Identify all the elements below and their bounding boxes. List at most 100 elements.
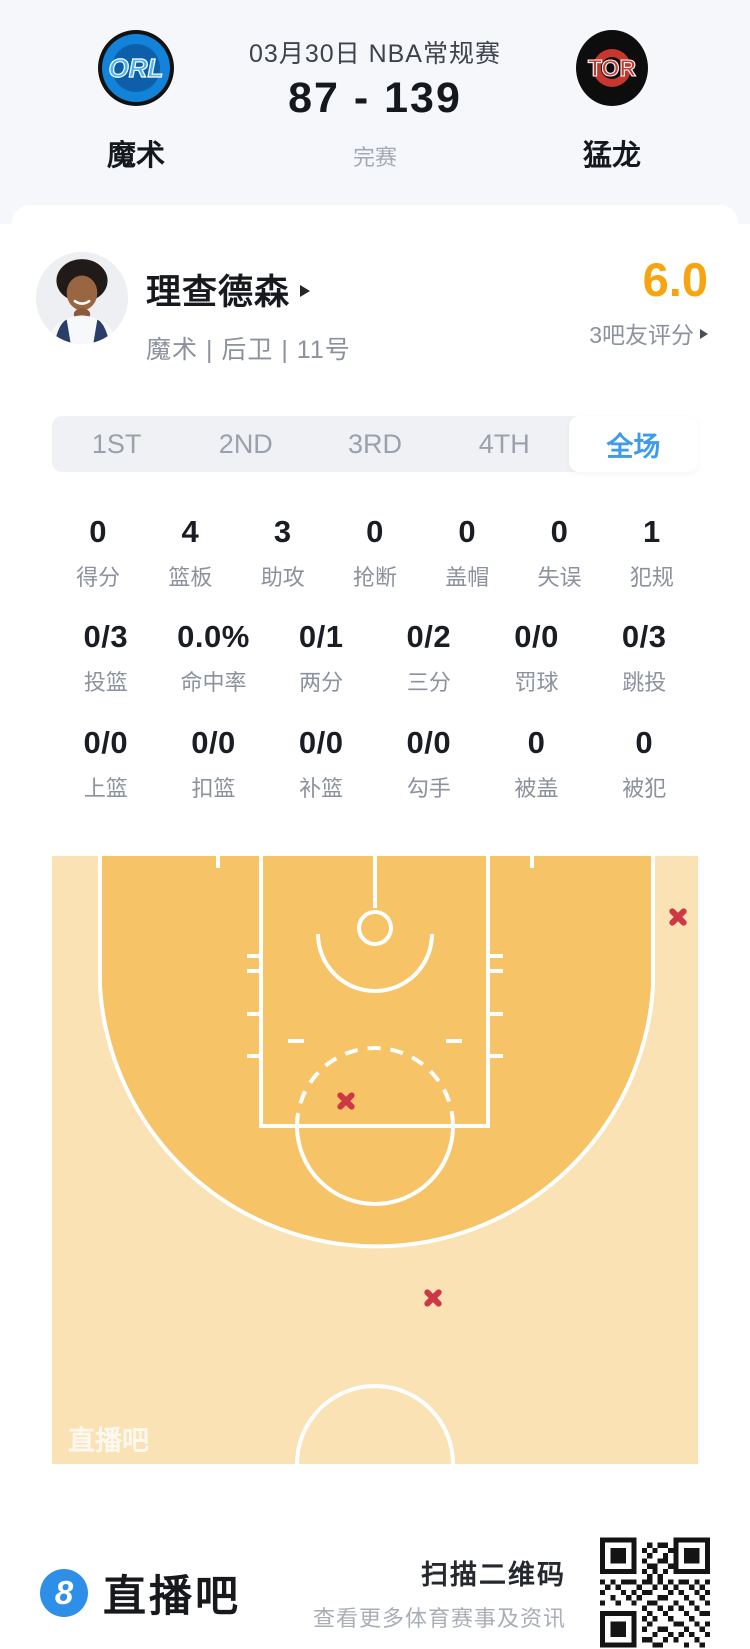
stat-value: 0 bbox=[89, 514, 108, 549]
tab-2nd[interactable]: 2ND bbox=[218, 428, 273, 459]
match-date-title: 03月30日 NBA常规赛 bbox=[249, 40, 501, 68]
away-team: TOR 猛龙 bbox=[527, 28, 697, 174]
stat-label: 补篮 bbox=[299, 776, 344, 801]
stat-value: 1 bbox=[642, 514, 661, 549]
stat-value: 0 bbox=[635, 725, 654, 760]
stat-label: 盖帽 bbox=[445, 565, 490, 590]
stat-label: 得分 bbox=[76, 565, 121, 590]
brand-logo: 8 直播吧 bbox=[40, 1562, 241, 1624]
stat-value: 0/0 bbox=[83, 725, 129, 760]
shot-chart: 直播吧 bbox=[52, 856, 698, 1464]
player-detail-arrow-icon bbox=[300, 285, 311, 297]
shot-overlay bbox=[52, 856, 698, 1464]
stat-blocked: 0 被盖 bbox=[483, 725, 591, 803]
stat-value: 0 bbox=[366, 514, 384, 549]
court-diagram: 直播吧 bbox=[52, 856, 698, 1464]
stat-layup: 0/0 上篮 bbox=[52, 725, 160, 803]
stat-label: 被犯 bbox=[622, 776, 667, 801]
stat-label: 上篮 bbox=[83, 776, 128, 801]
stat-value: 0/0 bbox=[406, 725, 452, 760]
stat-fg-pct: 0.0% 命中率 bbox=[160, 619, 268, 697]
player-avatar[interactable] bbox=[36, 252, 128, 344]
tab-full-game[interactable]: 全场 bbox=[568, 416, 699, 472]
app-footer: 8 直播吧 扫描二维码 查看更多体育赛事及资讯 bbox=[40, 1536, 710, 1649]
rating-value: 6.0 bbox=[642, 253, 708, 306]
stat-ft: 0/0 罚球 bbox=[483, 619, 591, 697]
stat-value: 4 bbox=[181, 514, 200, 549]
stat-label: 罚球 bbox=[514, 670, 559, 695]
stat-value: 0 bbox=[527, 725, 546, 760]
away-team-name: 猛龙 bbox=[582, 140, 641, 172]
stat-row-main: 0 得分 4 篮板 3 助攻 0 抢断 0 盖帽 0 失误 bbox=[52, 514, 698, 592]
player-photo bbox=[36, 252, 128, 344]
away-team-logo-text: TOR bbox=[588, 55, 637, 81]
stat-row-shot-types: 0/0 上篮 0/0 扣篮 0/0 补篮 0/0 勾手 0 被盖 0 被犯 bbox=[52, 725, 698, 803]
stat-label: 抢断 bbox=[352, 565, 397, 590]
stat-label: 篮板 bbox=[168, 565, 213, 590]
home-team-logo: ORL bbox=[98, 30, 174, 106]
stat-label: 勾手 bbox=[406, 776, 451, 801]
tab-3rd[interactable]: 3RD bbox=[348, 428, 403, 459]
stat-fouled: 0 被犯 bbox=[590, 725, 698, 803]
stat-fouls: 1 犯规 bbox=[606, 514, 698, 592]
player-header-row: 理查德森 魔术 | 后卫 | 11号 6.0 3吧友评分 bbox=[12, 205, 738, 366]
player-rating-block[interactable]: 6.0 3吧友评分 bbox=[589, 256, 708, 350]
missed-shot-marker bbox=[421, 1286, 445, 1310]
rating-note: 3吧友评分 bbox=[589, 322, 694, 348]
stat-label: 失误 bbox=[537, 565, 582, 590]
footer-scan-area: 扫描二维码 查看更多体育赛事及资讯 bbox=[313, 1536, 710, 1649]
tab-4th[interactable]: 4TH bbox=[478, 428, 530, 459]
stat-value: 0/1 bbox=[298, 619, 344, 654]
stat-value: 0/0 bbox=[514, 619, 559, 654]
home-team-logo-text: ORL bbox=[109, 53, 164, 83]
rating-note-row: 3吧友评分 bbox=[589, 316, 708, 350]
player-name: 理查德森 bbox=[146, 273, 291, 312]
scan-title: 扫描二维码 bbox=[421, 1559, 566, 1590]
stat-2pt: 0/1 两分 bbox=[267, 619, 375, 697]
stat-label: 命中率 bbox=[180, 670, 247, 695]
player-stats-card: 理查德森 魔术 | 后卫 | 11号 6.0 3吧友评分 1ST 2ND 3RD… bbox=[12, 205, 738, 1464]
home-team-name: 魔术 bbox=[106, 140, 165, 172]
stat-value: 0/0 bbox=[191, 725, 236, 760]
scan-subtitle: 查看更多体育赛事及资讯 bbox=[312, 1605, 566, 1631]
stat-blocks: 0 盖帽 bbox=[421, 514, 513, 592]
stat-label: 助攻 bbox=[260, 565, 305, 590]
stat-label: 三分 bbox=[406, 670, 451, 695]
stat-value: 0/2 bbox=[406, 619, 452, 654]
scan-text-block: 扫描二维码 查看更多体育赛事及资讯 bbox=[313, 1553, 566, 1633]
tab-1st[interactable]: 1ST bbox=[91, 428, 142, 459]
stat-label: 被盖 bbox=[514, 776, 559, 801]
player-info: 魔术 | 后卫 | 11号 bbox=[146, 336, 351, 364]
stat-label: 扣篮 bbox=[191, 776, 236, 801]
stat-putback: 0/0 补篮 bbox=[267, 725, 375, 803]
brand-name: 直播吧 bbox=[103, 1572, 241, 1621]
player-identity[interactable]: 理查德森 魔术 | 后卫 | 11号 bbox=[146, 264, 589, 366]
stat-points: 0 得分 bbox=[52, 514, 144, 592]
match-header: 03月30日 NBA常规赛 87 - 139 完赛 ORL 魔术 TOR 猛龙 bbox=[0, 0, 750, 224]
stat-turnovers: 0 失误 bbox=[513, 514, 605, 592]
match-status: 完赛 bbox=[352, 145, 397, 170]
stat-value: 0/3 bbox=[83, 619, 129, 654]
qr-code bbox=[600, 1537, 710, 1648]
stat-value: 0/0 bbox=[298, 725, 344, 760]
stat-rebounds: 4 篮板 bbox=[144, 514, 236, 592]
stat-jumpshot: 0/3 跳投 bbox=[590, 619, 698, 697]
away-team-logo: TOR bbox=[576, 30, 648, 106]
quarter-tabbar: 1ST 2ND 3RD 4TH 全场 bbox=[52, 416, 699, 472]
stat-fg: 0/3 投篮 bbox=[52, 619, 160, 697]
missed-shot-marker bbox=[334, 1089, 358, 1113]
court-watermark: 直播吧 bbox=[68, 1426, 149, 1456]
stat-value: 0/3 bbox=[621, 619, 667, 654]
stat-label: 两分 bbox=[299, 670, 344, 695]
stat-value: 0 bbox=[550, 514, 569, 549]
stat-value: 0.0% bbox=[177, 619, 250, 654]
stat-steals: 0 抢断 bbox=[329, 514, 421, 592]
stat-dunk: 0/0 扣篮 bbox=[160, 725, 268, 803]
stats-section: 0 得分 4 篮板 3 助攻 0 抢断 0 盖帽 0 失误 bbox=[52, 514, 698, 803]
stat-label: 跳投 bbox=[622, 670, 667, 695]
stat-value: 0 bbox=[458, 514, 477, 549]
brand-8-icon: 8 bbox=[40, 1568, 88, 1617]
missed-shot-marker bbox=[666, 905, 690, 929]
match-score: 87 - 139 bbox=[288, 74, 462, 122]
stat-hook: 0/0 勾手 bbox=[375, 725, 483, 803]
